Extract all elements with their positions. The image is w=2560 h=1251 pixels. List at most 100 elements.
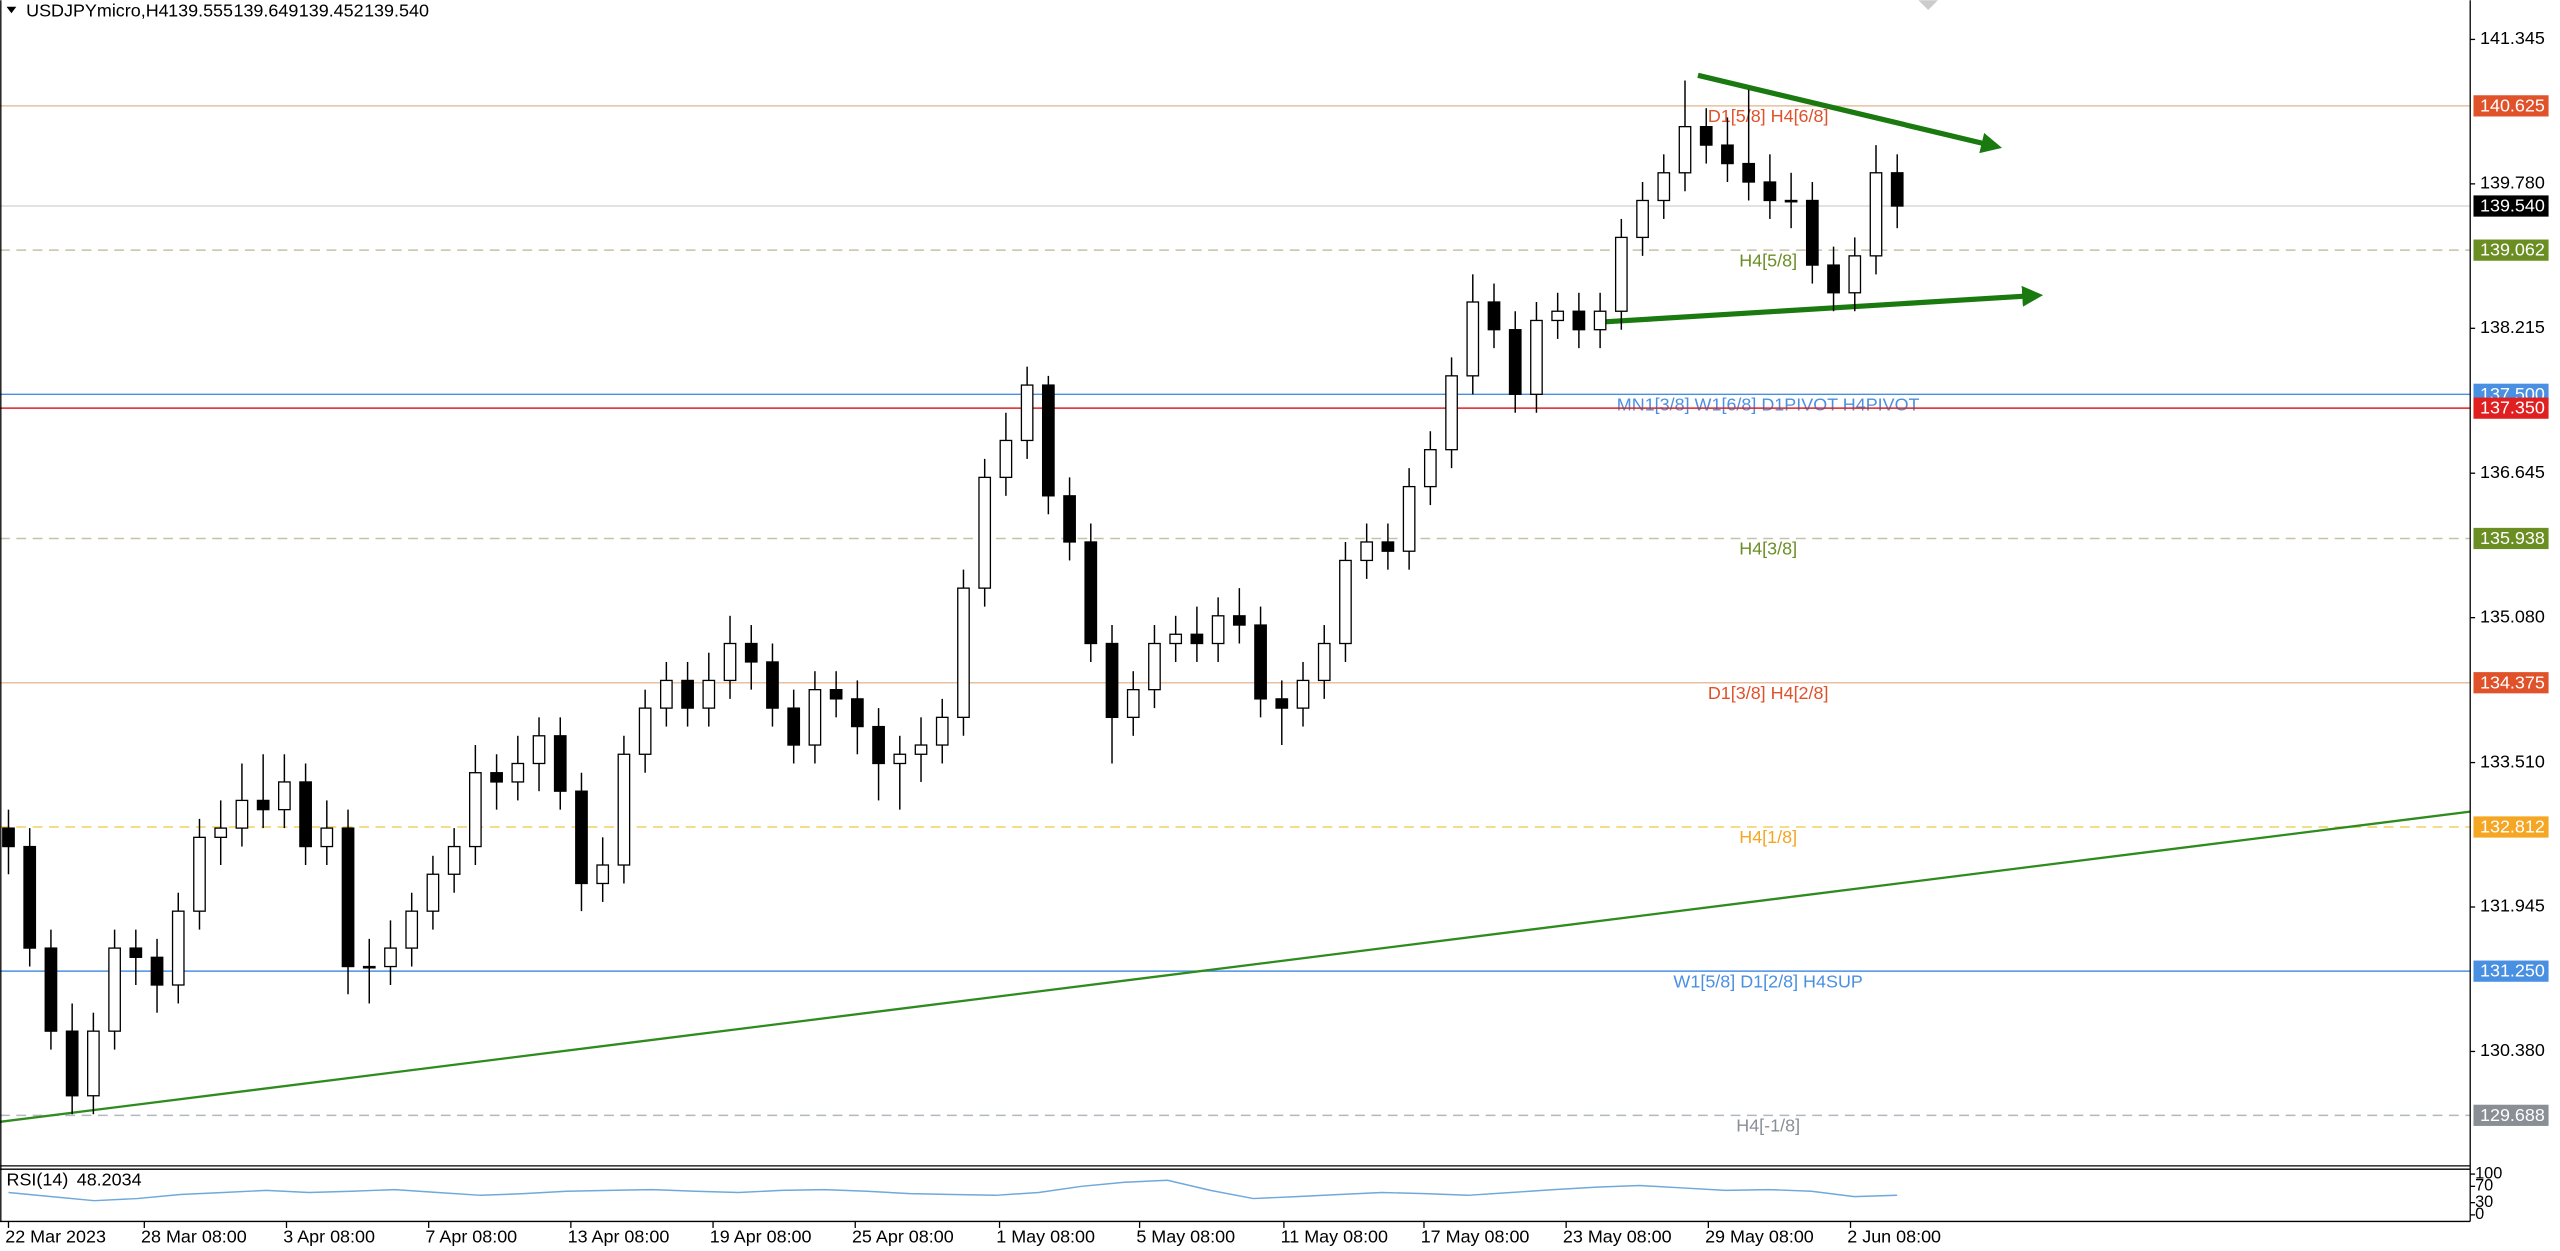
candle-body [511, 762, 525, 783]
level-label: D1[3/8] H4[2/8] [1708, 683, 1829, 703]
candle-body [341, 827, 355, 968]
candle-body [1508, 329, 1522, 395]
trend-lines [0, 0, 2471, 1123]
candle-body [1848, 255, 1862, 294]
candle-body [1742, 162, 1756, 183]
y-tick-label: 141.345 [2480, 28, 2545, 48]
candle-body [1254, 624, 1267, 700]
x-tick-label: 23 May 08:00 [1563, 1226, 1672, 1246]
ohlc-value: 139.540 [364, 0, 429, 20]
candle-body [1423, 449, 1437, 488]
x-tick-label: 7 Apr 08:00 [425, 1226, 517, 1246]
candle-body [872, 725, 885, 765]
x-tick-label: 28 Mar 08:00 [141, 1226, 247, 1246]
levels: D1[5/8] H4[6/8] H4[5/8] MN1[3/8] W1[6/8] D… [0, 105, 2471, 1135]
price-tag [2473, 527, 2549, 550]
candle-body [1551, 310, 1565, 322]
candle-body [1657, 172, 1671, 202]
candle-body [553, 735, 567, 792]
candle-body [278, 781, 291, 811]
price-tag [2473, 239, 2549, 261]
price-tag [2473, 397, 2549, 419]
price-tag [2473, 816, 2549, 838]
candle-body [1317, 642, 1331, 682]
candle-body [299, 781, 312, 848]
price-tag-label: 140.625 [2480, 95, 2545, 115]
candle-body [23, 845, 37, 949]
price-tag-label: 135.938 [2480, 528, 2545, 548]
price-tag-label: 137.350 [2480, 398, 2545, 418]
candle-body [1339, 559, 1352, 645]
x-tick-label: 2 Jun 08:00 [1847, 1226, 1941, 1246]
price-tag-label: 132.812 [2480, 817, 2545, 837]
collapse-icon[interactable] [6, 6, 17, 14]
candle-body [596, 864, 610, 885]
candle-body [1636, 199, 1649, 239]
candle-body [893, 753, 907, 765]
candle-body [1148, 642, 1161, 691]
symbol: USDJPYmicro,H4 [26, 0, 169, 20]
candle-body [65, 1030, 79, 1097]
candle-body [1063, 495, 1076, 543]
candle-body [171, 910, 185, 986]
candle-body [468, 772, 482, 848]
rsi-tick-label: 0 [2475, 1205, 2484, 1223]
candle-body [44, 947, 58, 1032]
candle-body [957, 587, 970, 718]
candle-body [108, 947, 121, 1032]
y-tick-label: 138.215 [2480, 317, 2545, 337]
candle-body [935, 716, 949, 746]
x-tick-label: 3 Apr 08:00 [283, 1226, 375, 1246]
candle-body [723, 642, 737, 682]
candle-body [914, 744, 928, 755]
price-tag-label: 129.688 [2480, 1105, 2545, 1125]
price-tag-label: 139.540 [2480, 196, 2545, 216]
candle-body [362, 965, 376, 969]
trend-arrow [1697, 72, 2002, 154]
candle-body [384, 947, 397, 968]
candle-body [1699, 125, 1713, 146]
candle-body [766, 661, 779, 709]
candle-body [1275, 698, 1289, 709]
candle-body [744, 642, 758, 663]
candle-body [405, 910, 419, 949]
candle-body [150, 956, 164, 986]
candle-body [659, 679, 673, 709]
ohlc-value: 139.555 [168, 0, 233, 20]
candle-body [1232, 615, 1246, 626]
candles [2, 80, 1904, 1115]
x-tick-label: 19 Apr 08:00 [710, 1226, 812, 1246]
candle-body [1360, 541, 1374, 562]
level-label: H4[1/8] [1739, 827, 1797, 847]
candle-body [1784, 199, 1798, 203]
y-tick-label: 133.510 [2480, 751, 2545, 771]
candle-body [1105, 642, 1119, 718]
price-tag [2473, 960, 2549, 982]
candle-body [1487, 301, 1501, 331]
candle-body [87, 1030, 100, 1097]
candle-body [1020, 384, 1034, 442]
candle-body [829, 689, 843, 700]
candle-body [1763, 181, 1777, 202]
trend-arrow [1604, 285, 2044, 325]
y-tick-label: 130.380 [2480, 1040, 2545, 1060]
candle-body [575, 790, 588, 885]
candle-body [2, 827, 15, 848]
x-tick-label: 13 Apr 08:00 [568, 1226, 670, 1246]
candle-body [787, 707, 801, 746]
candle-body [1721, 144, 1734, 165]
candle-body [978, 476, 992, 589]
x-tick-label: 1 May 08:00 [996, 1226, 1095, 1246]
level-label: W1[5/8] D1[2/8] H4SUP [1673, 971, 1862, 991]
candle-body [850, 698, 864, 728]
candle-body [1445, 375, 1458, 451]
candle-body [617, 753, 631, 866]
candle-body [1678, 125, 1692, 174]
candle-body [490, 772, 503, 783]
candle-body [681, 679, 694, 709]
candle-body [1869, 172, 1883, 257]
level-label: H4[3/8] [1739, 539, 1797, 559]
candle-body [256, 799, 270, 811]
